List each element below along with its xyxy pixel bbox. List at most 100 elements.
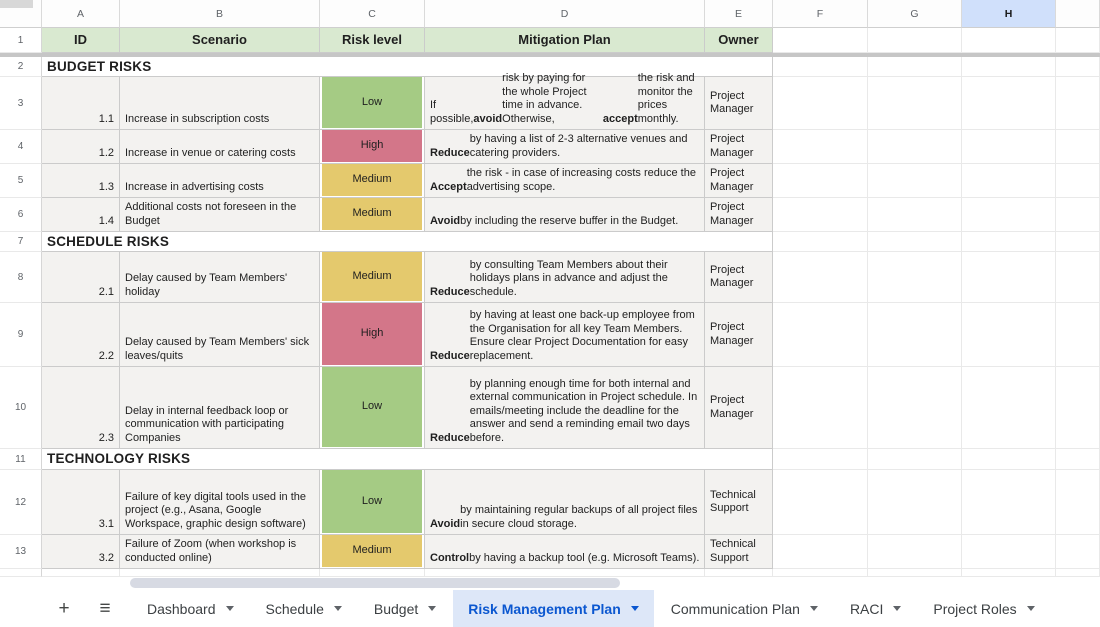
cell-owner[interactable]: Project Manager bbox=[705, 367, 773, 449]
cell-F3[interactable] bbox=[773, 77, 868, 130]
cell-G12[interactable] bbox=[868, 470, 962, 535]
cell-risk-level[interactable]: Low bbox=[320, 367, 425, 449]
cell-C14[interactable] bbox=[320, 569, 425, 577]
cell-F4[interactable] bbox=[773, 130, 868, 164]
cell-owner[interactable]: Project Manager bbox=[705, 303, 773, 367]
cell-B14[interactable] bbox=[120, 569, 320, 577]
cell-mitigation[interactable]: Avoid by including the reserve buffer in… bbox=[425, 198, 705, 232]
cell-risk-level[interactable]: Low bbox=[320, 470, 425, 535]
header-cell-id[interactable]: ID bbox=[42, 28, 120, 53]
cell-H11[interactable] bbox=[962, 449, 1056, 470]
column-header-E[interactable]: E bbox=[705, 0, 773, 28]
row-header-12[interactable]: 12 bbox=[0, 470, 42, 535]
cell-scenario[interactable]: Additional costs not foreseen in the Bud… bbox=[120, 198, 320, 232]
cell-G7[interactable] bbox=[868, 232, 962, 252]
cell-G5[interactable] bbox=[868, 164, 962, 198]
cell-risk-level[interactable]: Medium bbox=[320, 198, 425, 232]
cell-mitigation[interactable]: Avoid by maintaining regular backups of … bbox=[425, 470, 705, 535]
cell-H9[interactable] bbox=[962, 303, 1056, 367]
cell-F6[interactable] bbox=[773, 198, 868, 232]
tab-budget[interactable]: Budget bbox=[359, 590, 451, 627]
cell-id[interactable]: 3.2 bbox=[42, 535, 120, 569]
cell-G9[interactable] bbox=[868, 303, 962, 367]
column-header-H[interactable]: H bbox=[962, 0, 1056, 28]
cell-risk-level[interactable]: Low bbox=[320, 77, 425, 130]
cell-F11[interactable] bbox=[773, 449, 868, 470]
header-cell-scenario[interactable]: Scenario bbox=[120, 28, 320, 53]
cell-G6[interactable] bbox=[868, 198, 962, 232]
cell-id[interactable]: 1.3 bbox=[42, 164, 120, 198]
cell-mitigation[interactable]: Control by having a backup tool (e.g. Mi… bbox=[425, 535, 705, 569]
row-header-5[interactable]: 5 bbox=[0, 164, 42, 198]
cell-risk-level[interactable]: Medium bbox=[320, 252, 425, 303]
row-header-6[interactable]: 6 bbox=[0, 198, 42, 232]
cell-mitigation[interactable]: Reduce by having at least one back-up em… bbox=[425, 303, 705, 367]
cell-scenario[interactable]: Increase in advertising costs bbox=[120, 164, 320, 198]
cell-owner[interactable]: Project Manager bbox=[705, 77, 773, 130]
cell-F9[interactable] bbox=[773, 303, 868, 367]
cell-G1[interactable] bbox=[868, 28, 962, 53]
cell-A14[interactable] bbox=[42, 569, 120, 577]
tab-dashboard[interactable]: Dashboard bbox=[132, 590, 249, 627]
cell-owner[interactable]: Project Manager bbox=[705, 164, 773, 198]
cell-F12[interactable] bbox=[773, 470, 868, 535]
header-cell-owner[interactable]: Owner bbox=[705, 28, 773, 53]
cell-H14[interactable] bbox=[962, 569, 1056, 577]
cell-H4[interactable] bbox=[962, 130, 1056, 164]
cell-risk-level[interactable]: Medium bbox=[320, 535, 425, 569]
cell-H6[interactable] bbox=[962, 198, 1056, 232]
column-header-A[interactable]: A bbox=[42, 0, 120, 28]
cell-F5[interactable] bbox=[773, 164, 868, 198]
horizontal-scrollbar-track[interactable] bbox=[0, 577, 1100, 590]
cell-id[interactable]: 1.4 bbox=[42, 198, 120, 232]
tab-risk-management-plan[interactable]: Risk Management Plan bbox=[453, 590, 654, 627]
row-header-2[interactable]: 2 bbox=[0, 57, 42, 77]
column-header-D[interactable]: D bbox=[425, 0, 705, 28]
cell-mitigation[interactable]: If possible, avoid risk by paying for th… bbox=[425, 72, 705, 130]
header-cell-risk[interactable]: Risk level bbox=[320, 28, 425, 53]
cell-F1[interactable] bbox=[773, 28, 868, 53]
corner-box[interactable] bbox=[0, 0, 42, 28]
cell-id[interactable]: 2.1 bbox=[42, 252, 120, 303]
cell-H12[interactable] bbox=[962, 470, 1056, 535]
cell-mitigation[interactable]: Reduce by consulting Team Members about … bbox=[425, 252, 705, 303]
cell-id[interactable]: 1.2 bbox=[42, 130, 120, 164]
cell-E14[interactable] bbox=[705, 569, 773, 577]
cell-risk-level[interactable]: High bbox=[320, 303, 425, 367]
cell-D14[interactable] bbox=[425, 569, 705, 577]
row-header-11[interactable]: 11 bbox=[0, 449, 42, 470]
row-header-3[interactable]: 3 bbox=[0, 77, 42, 130]
cell-H7[interactable] bbox=[962, 232, 1056, 252]
horizontal-scrollbar-thumb[interactable] bbox=[130, 578, 620, 588]
cell-F2[interactable] bbox=[773, 57, 868, 77]
tab-communication-plan[interactable]: Communication Plan bbox=[656, 590, 833, 627]
tab-schedule[interactable]: Schedule bbox=[251, 590, 357, 627]
tab-raci[interactable]: RACI bbox=[835, 590, 916, 627]
cell-H2[interactable] bbox=[962, 57, 1056, 77]
cell-mitigation[interactable]: Accept the risk - in case of increasing … bbox=[425, 164, 705, 198]
cell-scenario[interactable]: Failure of Zoom (when workshop is conduc… bbox=[120, 535, 320, 569]
cell-owner[interactable]: Project Manager bbox=[705, 130, 773, 164]
cell-id[interactable]: 1.1 bbox=[42, 77, 120, 130]
cell-F13[interactable] bbox=[773, 535, 868, 569]
row-header-7[interactable]: 7 bbox=[0, 232, 42, 252]
cell-H13[interactable] bbox=[962, 535, 1056, 569]
row-header-10[interactable]: 10 bbox=[0, 367, 42, 449]
all-sheets-menu-button[interactable]: ≡ bbox=[91, 590, 119, 627]
cell-H8[interactable] bbox=[962, 252, 1056, 303]
column-header-B[interactable]: B bbox=[120, 0, 320, 28]
row-header-9[interactable]: 9 bbox=[0, 303, 42, 367]
cell-scenario[interactable]: Increase in subscription costs bbox=[120, 77, 320, 130]
cell-F7[interactable] bbox=[773, 232, 868, 252]
cell-H5[interactable] bbox=[962, 164, 1056, 198]
cell-F8[interactable] bbox=[773, 252, 868, 303]
cell-id[interactable]: 3.1 bbox=[42, 470, 120, 535]
row-header-1[interactable]: 1 bbox=[0, 28, 42, 53]
add-sheet-button[interactable]: + bbox=[50, 590, 78, 627]
row-header-8[interactable]: 8 bbox=[0, 252, 42, 303]
cell-mitigation[interactable]: Reduce by planning enough time for both … bbox=[425, 367, 705, 449]
column-header-C[interactable]: C bbox=[320, 0, 425, 28]
cell-H10[interactable] bbox=[962, 367, 1056, 449]
cell-G13[interactable] bbox=[868, 535, 962, 569]
cell-G14[interactable] bbox=[868, 569, 962, 577]
